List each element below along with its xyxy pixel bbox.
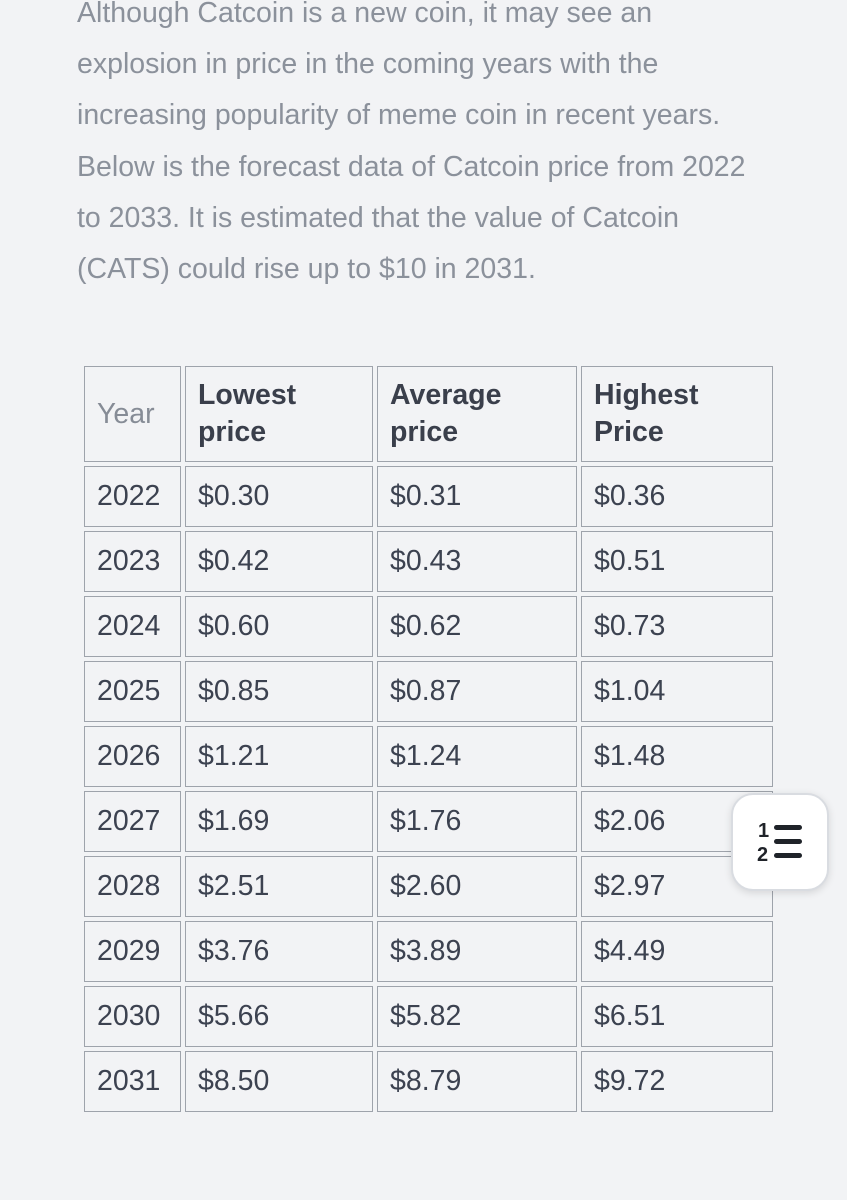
cell-average: $8.79 (377, 1051, 577, 1112)
table-of-contents-button[interactable]: 1 2 (731, 793, 829, 891)
header-highest-price: Highest Price (581, 366, 773, 462)
header-year: Year (84, 366, 181, 462)
cell-highest: $0.36 (581, 466, 773, 527)
cell-average: $0.87 (377, 661, 577, 722)
cell-year: 2029 (84, 921, 181, 982)
cell-highest: $2.06 (581, 791, 773, 852)
cell-highest: $0.73 (581, 596, 773, 657)
numbered-list-icon: 1 2 (757, 820, 802, 865)
cell-year: 2025 (84, 661, 181, 722)
intro-paragraph: Although Catcoin is a new coin, it may s… (77, 0, 746, 286)
cell-lowest: $8.50 (185, 1051, 373, 1112)
cell-lowest: $1.21 (185, 726, 373, 787)
cell-year: 2028 (84, 856, 181, 917)
table-row: 2031 $8.50 $8.79 $9.72 (84, 1051, 773, 1112)
cell-highest: $1.48 (581, 726, 773, 787)
table-row: 2030 $5.66 $5.82 $6.51 (84, 986, 773, 1047)
cell-average: $0.43 (377, 531, 577, 592)
cell-highest: $0.51 (581, 531, 773, 592)
cell-lowest: $0.85 (185, 661, 373, 722)
cell-highest: $9.72 (581, 1051, 773, 1112)
cell-average: $3.89 (377, 921, 577, 982)
cell-lowest: $0.42 (185, 531, 373, 592)
table-row: 2024 $0.60 $0.62 $0.73 (84, 596, 773, 657)
cell-highest: $6.51 (581, 986, 773, 1047)
table-row: 2029 $3.76 $3.89 $4.49 (84, 921, 773, 982)
cell-lowest: $3.76 (185, 921, 373, 982)
cell-lowest: $1.69 (185, 791, 373, 852)
cell-lowest: $0.60 (185, 596, 373, 657)
cell-year: 2027 (84, 791, 181, 852)
price-forecast-table: Year Lowest price Average price Highest … (80, 362, 777, 1116)
cell-year: 2024 (84, 596, 181, 657)
table-row: 2026 $1.21 $1.24 $1.48 (84, 726, 773, 787)
header-average-price: Average price (377, 366, 577, 462)
cell-year: 2023 (84, 531, 181, 592)
list-digit-one: 1 (758, 820, 769, 842)
table-row: 2023 $0.42 $0.43 $0.51 (84, 531, 773, 592)
cell-lowest: $2.51 (185, 856, 373, 917)
table-row: 2022 $0.30 $0.31 $0.36 (84, 466, 773, 527)
cell-average: $1.24 (377, 726, 577, 787)
cell-year: 2030 (84, 986, 181, 1047)
cell-average: $5.82 (377, 986, 577, 1047)
table-header-row: Year Lowest price Average price Highest … (84, 366, 773, 462)
cell-average: $2.60 (377, 856, 577, 917)
list-digit-two: 2 (757, 844, 768, 865)
cell-year: 2031 (84, 1051, 181, 1112)
cell-highest: $4.49 (581, 921, 773, 982)
cell-lowest: $5.66 (185, 986, 373, 1047)
cell-average: $1.76 (377, 791, 577, 852)
cell-year: 2026 (84, 726, 181, 787)
cell-average: $0.31 (377, 466, 577, 527)
table-row: 2025 $0.85 $0.87 $1.04 (84, 661, 773, 722)
cell-average: $0.62 (377, 596, 577, 657)
cell-highest: $1.04 (581, 661, 773, 722)
header-lowest-price: Lowest price (185, 366, 373, 462)
table-row: 2028 $2.51 $2.60 $2.97 (84, 856, 773, 917)
cell-lowest: $0.30 (185, 466, 373, 527)
cell-highest: $2.97 (581, 856, 773, 917)
table-row: 2027 $1.69 $1.76 $2.06 (84, 791, 773, 852)
cell-year: 2022 (84, 466, 181, 527)
